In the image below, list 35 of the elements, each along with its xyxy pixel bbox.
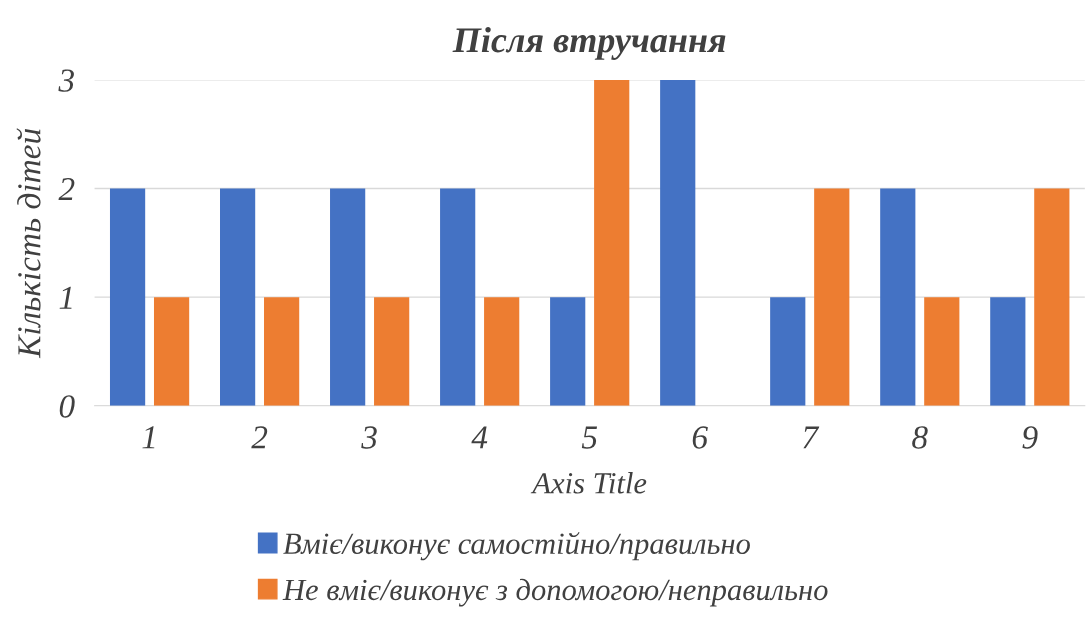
bar xyxy=(924,297,960,406)
y-axis-title: Кількість дітей xyxy=(16,128,41,359)
x-tick-label: 3 xyxy=(361,426,377,449)
bar xyxy=(990,297,1026,406)
bar xyxy=(660,79,696,406)
x-axis-title: Axis Title xyxy=(530,472,647,494)
bar xyxy=(440,188,476,406)
x-tick-label: 6 xyxy=(692,426,708,449)
x-tick-label: 4 xyxy=(471,426,488,449)
legend-label: Не вміє/виконує з допомогою/неправильно xyxy=(282,578,828,607)
legend-label: Вміє/виконує самостійно/правильно xyxy=(283,532,750,561)
chart-title: Після втручання xyxy=(452,27,726,60)
bar xyxy=(220,188,256,406)
x-tick-label: 1 xyxy=(142,426,155,449)
bar xyxy=(330,188,366,406)
y-tick-label: 3 xyxy=(58,69,74,92)
x-tick-label: 2 xyxy=(251,426,268,449)
y-tick-label: 0 xyxy=(59,395,75,418)
bar xyxy=(153,297,190,406)
bar xyxy=(550,297,586,406)
bar xyxy=(264,297,300,406)
bar xyxy=(484,297,520,406)
y-tick-label: 1 xyxy=(59,286,72,309)
bar xyxy=(109,188,146,406)
x-tick-label: 9 xyxy=(1022,426,1038,449)
bar xyxy=(1034,188,1070,406)
bar xyxy=(880,188,916,406)
x-tick-label: 5 xyxy=(581,426,598,449)
x-tick-label: 8 xyxy=(912,426,928,449)
bar xyxy=(374,297,410,406)
y-tick-label: 2 xyxy=(58,178,75,201)
bar xyxy=(814,188,850,406)
bar xyxy=(594,79,630,406)
x-tick-label: 7 xyxy=(803,426,820,449)
bar xyxy=(770,297,806,406)
